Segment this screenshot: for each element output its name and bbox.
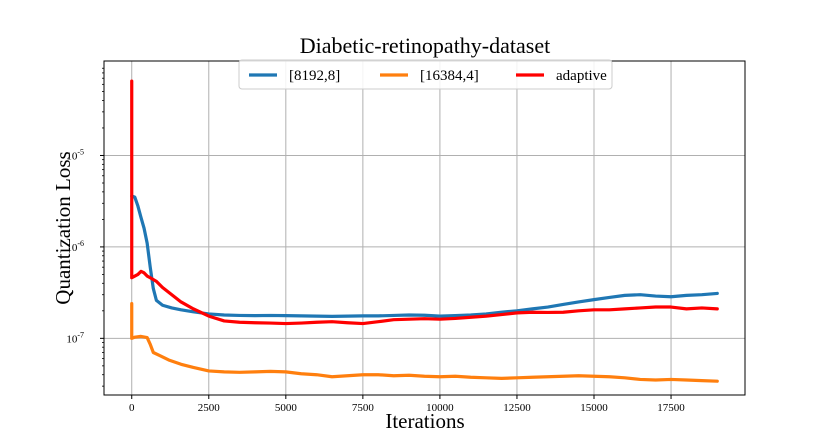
legend: [8192,8] [16384,4] adaptive	[238, 59, 613, 90]
y-tick-label: 10-6	[66, 239, 84, 254]
y-axis: 10-710-610-5	[66, 67, 104, 387]
legend-entry-3: adaptive	[516, 68, 607, 84]
series-line-2	[130, 301, 719, 383]
x-tick-label: 7500	[352, 402, 375, 414]
legend-label-3: adaptive	[556, 68, 607, 84]
legend-label-1: [8192,8]	[289, 68, 340, 84]
x-tick-label: 5000	[275, 402, 298, 414]
x-tick-label: 15000	[580, 402, 608, 414]
y-tick-label-base: 10	[66, 150, 78, 162]
legend-entry-1: [8192,8]	[249, 68, 340, 84]
y-tick-label: 10-7	[66, 330, 84, 345]
grid	[104, 61, 745, 395]
plot-frame	[103, 60, 746, 396]
legend-label-2: [16384,4]	[420, 68, 479, 84]
legend-box	[238, 59, 613, 90]
chart-title: Diabetic-retinopathy-dataset	[300, 33, 550, 58]
y-tick-label-base: 10	[66, 242, 78, 254]
x-tick-label: 0	[129, 402, 135, 414]
series-line-3	[130, 79, 719, 326]
x-tick-label: 17500	[657, 402, 685, 414]
y-tick-label-base: 10	[66, 333, 78, 345]
y-axis-label: Quantization Loss	[51, 151, 75, 304]
x-tick-label: 12500	[503, 402, 531, 414]
x-tick-label: 10000	[426, 402, 454, 414]
x-axis-label: Iterations	[385, 409, 464, 433]
x-axis: 0 2500 5000 7500 10000 12500 15000 17500	[129, 395, 685, 414]
y-tick-label-exponent: -6	[77, 239, 84, 248]
y-tick-label-exponent: -5	[77, 147, 84, 156]
x-tick-label: 2500	[198, 402, 221, 414]
series-line-1	[130, 194, 719, 318]
series-layer	[130, 79, 719, 383]
y-tick-label-exponent: -7	[77, 330, 84, 339]
y-tick-label: 10-5	[66, 147, 84, 162]
legend-entry-2: [16384,4]	[380, 68, 479, 84]
